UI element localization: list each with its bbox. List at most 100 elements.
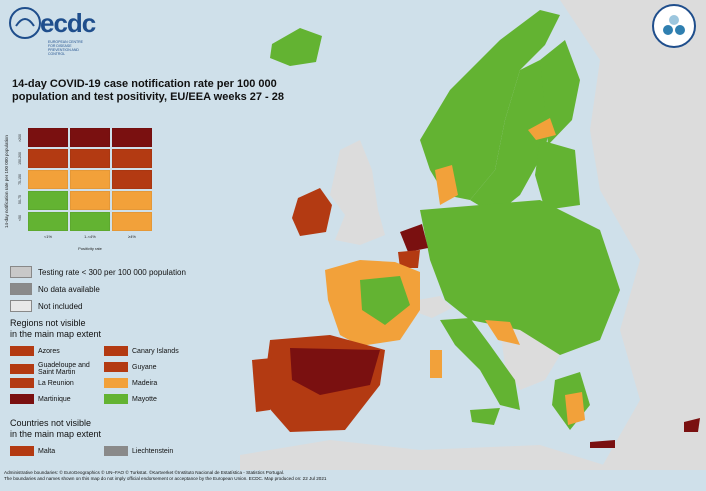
country-item: Malta <box>10 446 55 456</box>
footer-line1: Administrative boundaries: © EuroGeograp… <box>4 470 285 475</box>
matrix-x-tick: <1% <box>43 234 53 239</box>
legend-label: Testing rate < 300 per 100 000 populatio… <box>38 267 186 277</box>
ecdc-logo: ecdc EUROPEAN CENTRE FOR DISEASE PREVENT… <box>6 4 96 56</box>
land-central-east <box>420 200 620 355</box>
matrix-cell <box>112 212 152 231</box>
region-swatch <box>10 378 34 388</box>
matrix-y-tick: 150-200 <box>18 152 22 165</box>
countries-title-line2: in the main map extent <box>10 429 102 439</box>
land-norway <box>420 10 560 200</box>
matrix-cell <box>112 128 152 147</box>
land-baltics <box>535 140 580 210</box>
legend-matrix <box>28 128 152 232</box>
land-switzerland <box>416 296 452 318</box>
legend-testing-rate: Testing rate < 300 per 100 000 populatio… <box>10 266 186 278</box>
land-cyprus <box>684 418 700 432</box>
region-label: Madeira <box>132 379 158 387</box>
region-label: Canary Islands <box>132 347 179 355</box>
countries-title-line1: Countries not visible <box>10 418 92 428</box>
region-item: Madeira <box>104 378 157 388</box>
region-label: Martinique <box>38 395 71 403</box>
swatch-testing-rate <box>10 266 32 278</box>
region-swatch <box>10 346 34 356</box>
matrix-cell <box>112 191 152 210</box>
region-swatch <box>104 378 128 388</box>
matrix-cell <box>28 149 68 168</box>
swatch-not-included <box>10 300 32 312</box>
country-label: Malta <box>38 447 56 455</box>
region-item: Azores <box>10 346 60 356</box>
ecdc-emblem-icon <box>9 7 41 39</box>
land-crete <box>590 440 615 448</box>
legend-not-included: Not included <box>10 300 82 312</box>
region-label: Azores <box>38 347 60 355</box>
matrix-cell <box>70 149 110 168</box>
matrix-cell <box>112 149 152 168</box>
matrix-cell <box>70 128 110 147</box>
matrix-y-tick: 75-150 <box>18 174 22 185</box>
legend-no-data: No data available <box>10 283 100 295</box>
land-greece-orange <box>565 392 585 425</box>
regions-title-line1: Regions not visible <box>10 318 86 328</box>
land-sardinia <box>430 350 442 378</box>
region-label: Mayotte <box>132 395 157 403</box>
matrix-cell <box>28 191 68 210</box>
region-label: La Reunion <box>38 379 74 387</box>
matrix-y-tick: >200 <box>18 134 22 142</box>
region-label: Guyane <box>132 363 157 371</box>
land-belgium <box>398 250 420 268</box>
layers-button[interactable] <box>652 4 696 48</box>
land-netherlands <box>400 224 428 252</box>
land-iceland <box>270 28 322 66</box>
matrix-y-axis-title: 14-day notification rate per 100 000 pop… <box>4 135 9 229</box>
matrix-x-tick: 1-<4% <box>84 234 96 239</box>
map-title: 14-day COVID-19 case notification rate p… <box>12 78 285 103</box>
country-swatch <box>104 446 128 456</box>
legend-label: Not included <box>38 301 83 311</box>
matrix-cell <box>28 170 68 189</box>
logo-subtitle: EUROPEAN CENTRE FOR DISEASE PREVENTION A… <box>48 40 84 56</box>
regions-title-line2: in the main map extent <box>10 329 102 339</box>
footer-line2: The boundaries and names shown on this m… <box>4 476 327 481</box>
swatch-no-data <box>10 283 32 295</box>
land-sicily <box>470 408 500 425</box>
matrix-cell <box>112 170 152 189</box>
region-item: Mayotte <box>104 394 157 404</box>
land-uk <box>330 140 385 245</box>
countries-title: Countries not visible in the main map ex… <box>10 418 101 440</box>
land-croatia <box>485 320 520 345</box>
matrix-cell <box>28 212 68 231</box>
region-swatch <box>104 394 128 404</box>
country-label: Liechtenstein <box>132 447 174 455</box>
layers-icon <box>663 15 685 35</box>
matrix-x-axis-title: Positivity rate <box>78 246 102 251</box>
matrix-cell <box>70 170 110 189</box>
logo-brand: ecdc <box>40 8 96 38</box>
land-italy <box>440 318 520 410</box>
land-not-included <box>560 0 706 470</box>
land-finland-orange <box>528 118 556 140</box>
matrix-cell <box>70 191 110 210</box>
land-denmark <box>435 165 458 205</box>
land-africa <box>240 440 620 470</box>
footer: Administrative boundaries: © EuroGeograp… <box>4 470 704 482</box>
land-ireland <box>292 188 332 236</box>
land-spain-darkred <box>290 348 380 395</box>
country-swatch <box>10 446 34 456</box>
region-item: Guyane <box>104 362 157 372</box>
matrix-x-tick: ≥4% <box>128 234 136 239</box>
region-item: La Reunion <box>10 378 74 388</box>
region-swatch <box>104 346 128 356</box>
land-france-green <box>360 276 410 325</box>
regions-title: Regions not visible in the main map exte… <box>10 318 101 340</box>
matrix-cell <box>28 128 68 147</box>
matrix-y-tick: <50 <box>18 215 22 221</box>
region-item: Martinique <box>10 394 71 404</box>
legend-label: No data available <box>38 284 100 294</box>
matrix-cell <box>70 212 110 231</box>
matrix-y-tick: 50-75 <box>18 195 22 204</box>
country-item: Liechtenstein <box>104 446 173 456</box>
region-swatch <box>10 394 34 404</box>
land-portugal <box>252 358 272 412</box>
